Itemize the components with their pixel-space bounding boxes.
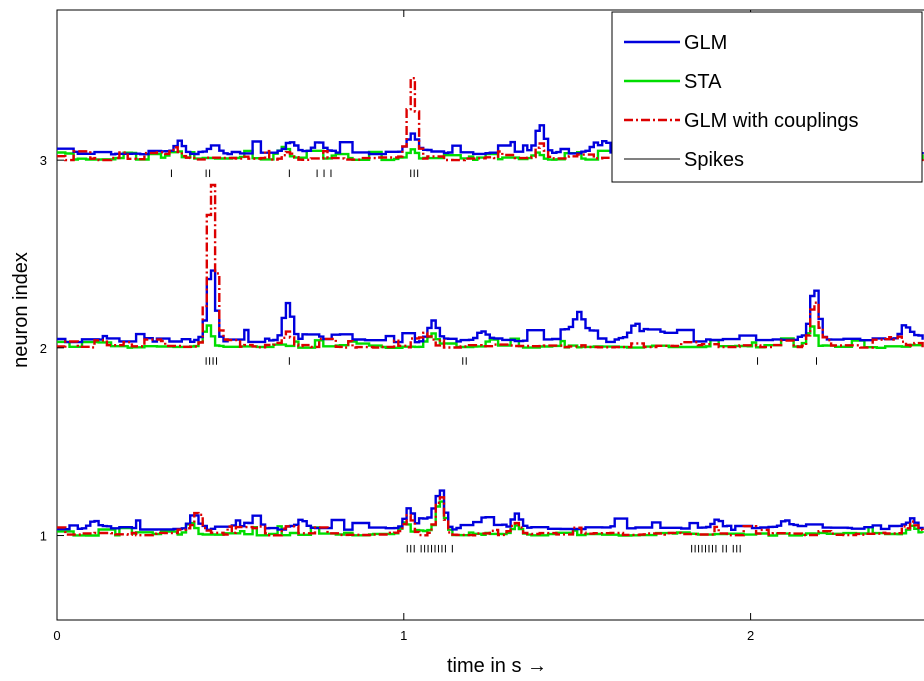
- x-tick-label: 2: [747, 628, 754, 643]
- axes-box: [56, 9, 924, 621]
- trace-sta-neuron-2: [57, 324, 923, 349]
- axes-frame: [56, 9, 924, 621]
- y-tick-label: 1: [40, 529, 47, 544]
- trace-group: [57, 64, 924, 537]
- x-tick-label: 0: [53, 628, 60, 643]
- spike-group: [170, 169, 817, 553]
- trace-glm-neuron-1: [57, 489, 924, 531]
- trace-coupled-neuron-2: [57, 183, 924, 349]
- trace-coupled-neuron-1: [57, 496, 924, 537]
- legend-label-spikes: Spikes: [684, 149, 744, 171]
- x-axis-label: time in s →: [447, 655, 547, 677]
- legend: GLM STA GLM with couplings Spikes: [611, 11, 923, 183]
- legend-label-sta: STA: [684, 71, 722, 93]
- x-tick-label: 1: [400, 628, 407, 643]
- y-axis-label: neuron index: [10, 252, 32, 368]
- y-tick-label: 2: [40, 341, 47, 356]
- legend-label-glm: GLM: [684, 32, 727, 54]
- trace-glm-neuron-2: [57, 269, 924, 344]
- legend-label-coupled: GLM with couplings: [684, 110, 859, 132]
- legend-box: [611, 11, 923, 183]
- y-tick-label: 3: [40, 153, 47, 168]
- y-tick-group: 1 2 3: [40, 153, 64, 544]
